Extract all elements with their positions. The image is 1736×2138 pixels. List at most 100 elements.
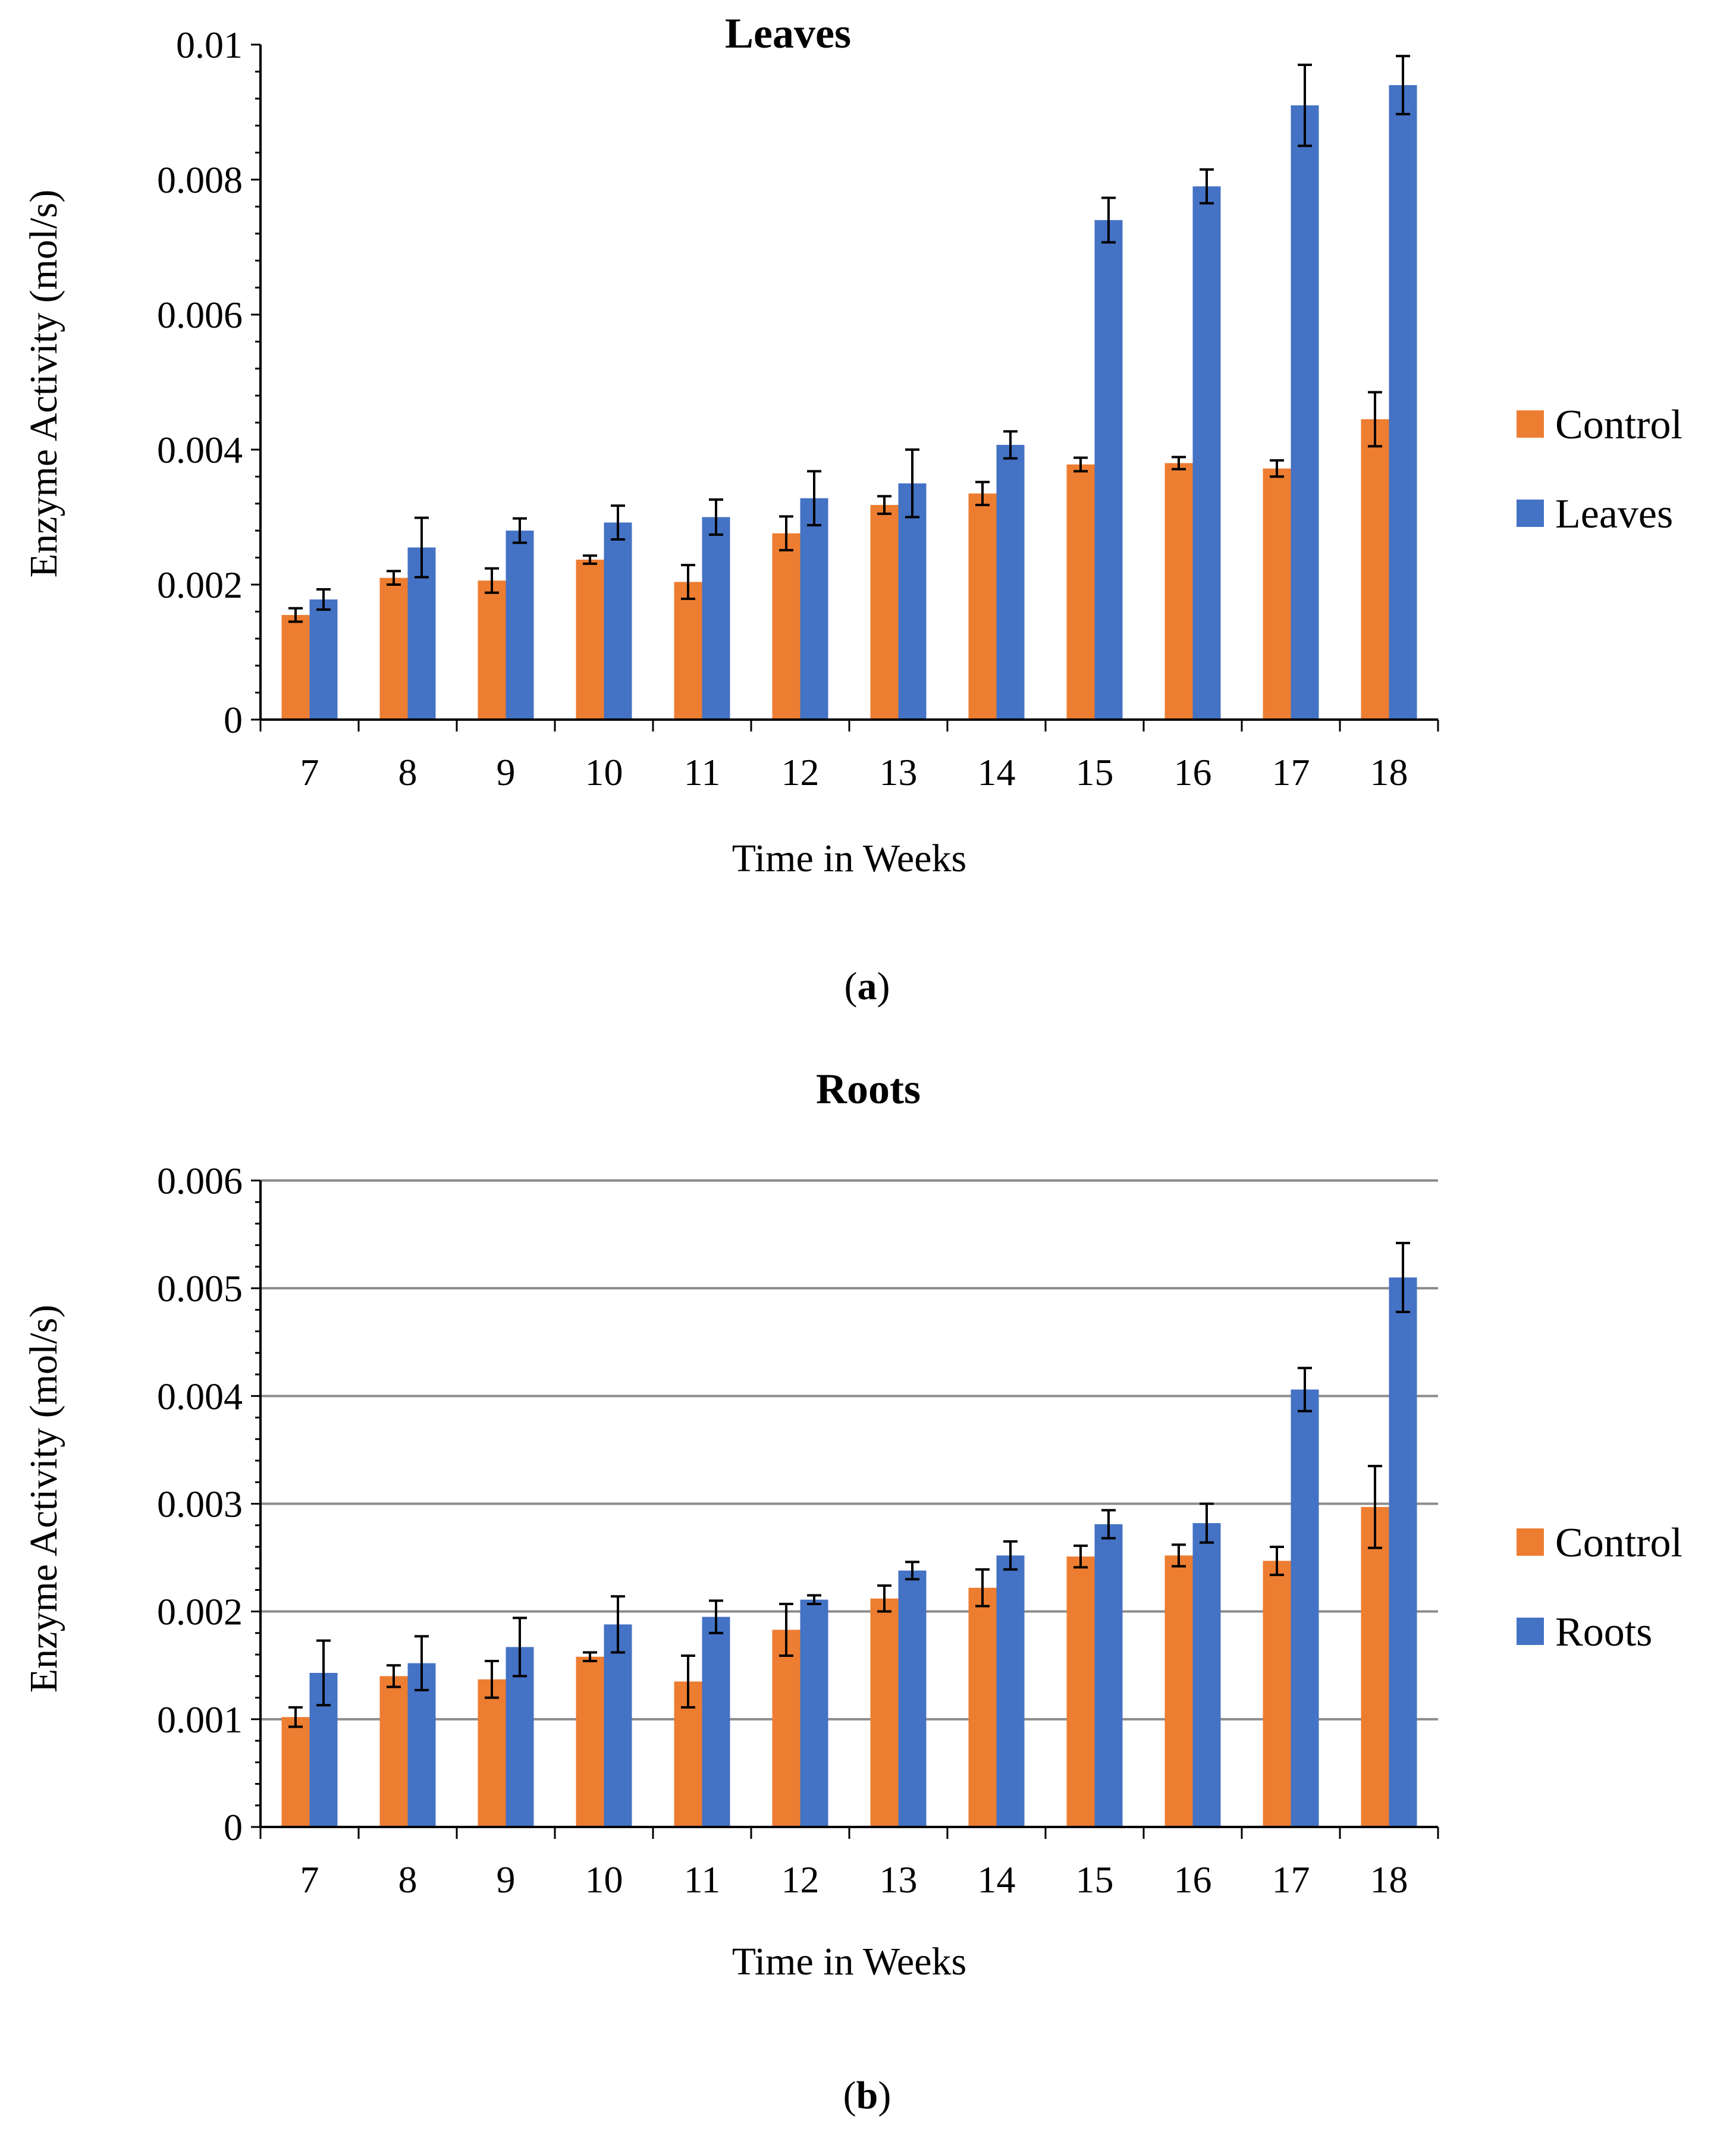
bar-leaves-control-7 [281,615,310,720]
x-tick-label-roots-5: 12 [781,1858,820,1901]
x-tick-label-roots-1: 8 [398,1858,417,1901]
bar-roots-control-14 [968,1587,997,1827]
x-tick-label-leaves-6: 13 [880,751,918,793]
errorbar-roots-control-9 [485,1660,499,1699]
errorbars-leaves [288,55,1410,623]
bar-roots-control-8 [379,1676,408,1827]
bar-leaves-control-15 [1066,464,1095,720]
x-tick-label-leaves-1: 8 [398,751,417,793]
errorbar-leaves-treatment-9 [513,517,527,544]
errorbar-roots-treatment-13 [905,1561,919,1581]
y-tick-label-roots-2: 0.002 [157,1591,243,1633]
legend-label-control-leaves: Control [1555,402,1682,448]
caption-b: (b) [843,2074,891,2117]
y-tick-label-leaves-1: 0.002 [157,564,243,606]
x-tick-label-roots-2: 9 [497,1858,516,1901]
y-axis-title-roots: Enzyme Activity (mol/s) [22,1305,65,1693]
errorbar-roots-treatment-18 [1396,1242,1410,1314]
bar-roots-treatment-12 [800,1599,828,1827]
bar-leaves-treatment-16 [1192,186,1221,720]
x-tick-label-leaves-0: 7 [300,751,319,793]
x-tick-label-roots-11: 18 [1370,1858,1408,1901]
errorbar-roots-control-15 [1073,1544,1088,1569]
x-tick-label-leaves-4: 11 [684,751,721,793]
y-tick-label-roots-3: 0.003 [157,1483,243,1525]
errorbar-leaves-control-17 [1270,459,1284,478]
bar-roots-control-7 [281,1717,310,1827]
errorbar-roots-treatment-8 [415,1635,429,1691]
y-axis-title-leaves: Enzyme Activity (mol/s) [22,190,65,578]
x-tick-label-leaves-5: 12 [781,751,820,793]
errorbars-roots [288,1242,1410,1728]
legend-roots: Control Roots [1517,1520,1682,1655]
x-tick-label-leaves-9: 16 [1174,751,1212,793]
y-tick-label-roots-5: 0.005 [157,1267,243,1310]
bar-roots-treatment-18 [1389,1277,1417,1827]
bar-leaves-control-16 [1164,463,1193,720]
errorbar-leaves-control-12 [779,515,793,552]
bar-leaves-treatment-13 [898,483,927,720]
bar-leaves-control-18 [1361,419,1389,720]
x-ticks-leaves: 7 8 9 10 11 12 13 14 15 16 17 18 [259,720,1439,793]
errorbar-leaves-treatment-12 [807,470,821,527]
bar-roots-treatment-15 [1094,1524,1123,1827]
x-tick-label-leaves-7: 14 [978,751,1016,793]
errorbar-roots-treatment-15 [1101,1509,1116,1540]
bar-leaves-treatment-11 [702,517,730,720]
bar-roots-control-13 [870,1598,899,1827]
x-tick-label-roots-7: 14 [978,1858,1016,1901]
bar-roots-treatment-16 [1192,1523,1221,1827]
errorbar-roots-treatment-16 [1200,1502,1214,1544]
legend-swatch-control-leaves [1517,410,1544,438]
bar-roots-treatment-14 [996,1555,1025,1827]
errorbar-leaves-control-18 [1368,391,1382,448]
errorbar-leaves-control-9 [485,567,499,594]
legend-swatch-treatment-leaves [1517,500,1544,527]
bar-leaves-control-14 [968,493,997,720]
errorbar-roots-control-11 [681,1654,695,1709]
bar-roots-control-18 [1361,1506,1389,1827]
legend-label-treatment-leaves: Leaves [1555,491,1673,537]
errorbar-leaves-control-16 [1172,456,1186,470]
errorbar-roots-control-14 [975,1568,990,1608]
x-tick-label-roots-3: 10 [585,1858,623,1901]
bar-leaves-treatment-18 [1389,85,1417,720]
errorbar-roots-treatment-17 [1298,1367,1312,1412]
x-tick-label-leaves-11: 18 [1370,751,1408,793]
errorbar-leaves-treatment-18 [1396,55,1410,115]
errorbar-roots-treatment-11 [709,1599,723,1634]
bar-leaves-treatment-12 [800,498,828,720]
errorbar-leaves-control-8 [387,570,401,586]
x-axis-title-roots: Time in Weeks [732,1940,966,1983]
x-tick-label-roots-10: 17 [1272,1858,1310,1901]
bar-leaves-control-10 [576,560,604,720]
bar-leaves-treatment-14 [996,445,1025,720]
errorbar-leaves-control-13 [877,495,891,515]
errorbar-leaves-treatment-10 [611,504,625,541]
bar-roots-control-9 [478,1679,506,1827]
errorbar-leaves-treatment-7 [316,588,331,611]
x-tick-label-leaves-10: 17 [1272,751,1310,793]
errorbar-roots-treatment-12 [807,1594,821,1605]
errorbar-roots-control-16 [1172,1543,1186,1568]
legend-leaves: Control Leaves [1517,402,1682,537]
errorbar-leaves-treatment-16 [1200,168,1214,205]
x-tick-label-roots-4: 11 [684,1858,721,1901]
bar-leaves-treatment-15 [1094,220,1123,720]
bar-roots-control-17 [1263,1561,1291,1827]
caption-a: (a) [845,965,890,1008]
bar-leaves-control-17 [1263,468,1291,720]
bar-roots-control-15 [1066,1556,1095,1827]
errorbar-leaves-control-15 [1073,456,1088,473]
errorbar-leaves-treatment-13 [905,448,919,519]
bar-roots-control-16 [1164,1555,1193,1827]
errorbar-roots-control-18 [1368,1465,1382,1549]
x-tick-label-roots-9: 16 [1174,1858,1212,1901]
bar-leaves-treatment-7 [309,599,338,720]
x-tick-label-roots-8: 15 [1076,1858,1114,1901]
y-tick-label-roots-6: 0.006 [157,1160,243,1202]
errorbar-leaves-treatment-15 [1101,196,1116,244]
errorbar-roots-control-10 [583,1651,597,1662]
x-axis-title-leaves: Time in Weeks [732,837,966,880]
